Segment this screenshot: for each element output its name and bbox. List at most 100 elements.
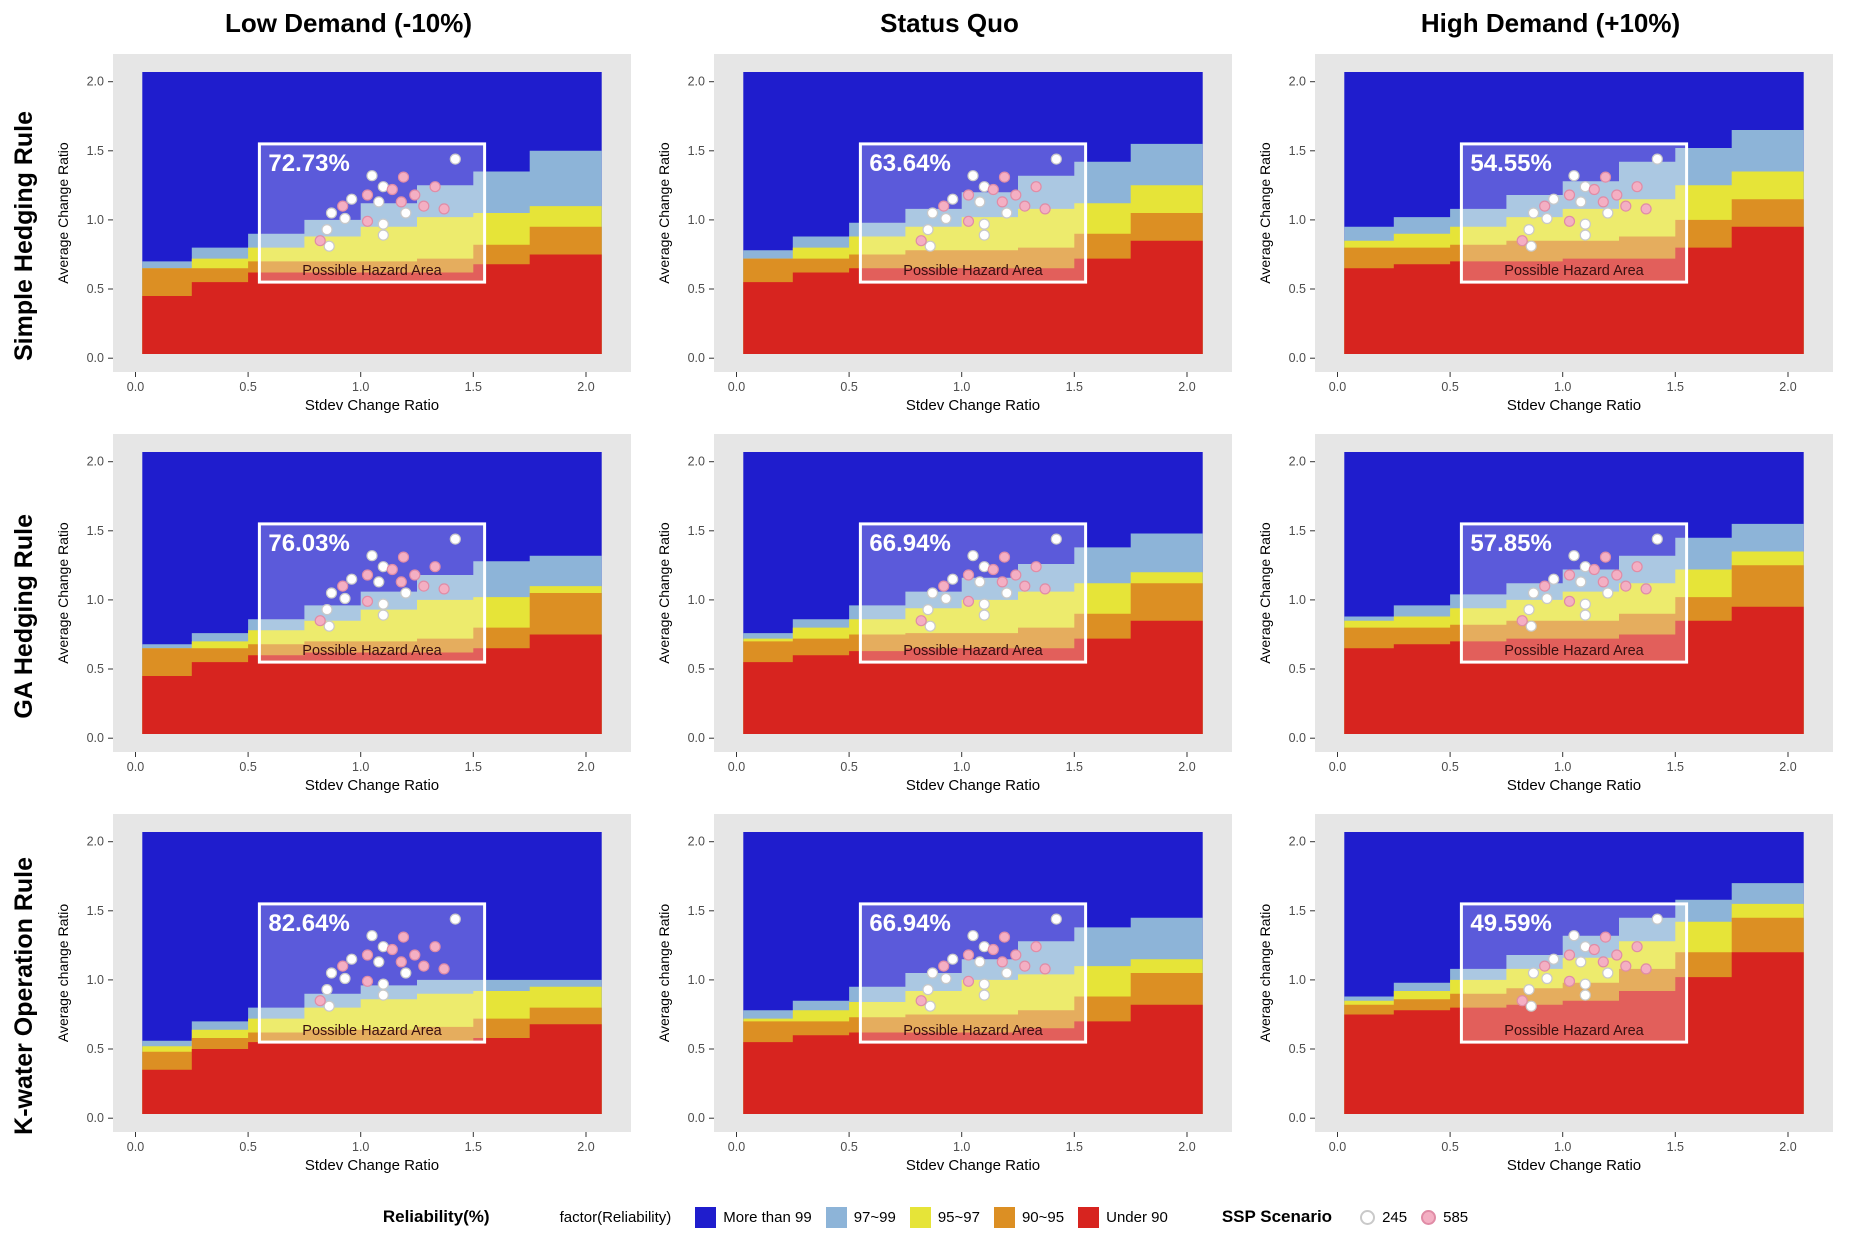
ssp245-point xyxy=(1540,592,1553,605)
ssp245-point xyxy=(939,592,952,605)
x-axis-title: Stdev Change Ratio xyxy=(1506,777,1640,794)
ssp585-point xyxy=(361,189,373,201)
y-tick-label: 0.0 xyxy=(1288,731,1305,745)
swatch-90-95 xyxy=(993,1206,1015,1228)
x-tick-label: 0.5 xyxy=(239,760,256,774)
ssp245-point xyxy=(1525,240,1537,252)
ssp585-point xyxy=(1039,963,1051,975)
y-tick-label: 0.0 xyxy=(687,1111,704,1125)
legend: Reliability(%) factor(Reliability) More … xyxy=(0,1186,1851,1248)
legend-label-under-90: Under 90 xyxy=(1106,1208,1168,1226)
y-tick-label: 0.5 xyxy=(1288,282,1305,296)
ssp245-point xyxy=(320,984,333,996)
y-tick-label: 0.5 xyxy=(1288,662,1305,676)
hazard-area-label: Possible Hazard Area xyxy=(1504,1023,1644,1039)
x-tick-label: 1.0 xyxy=(1554,760,1571,774)
ssp585-point xyxy=(361,975,373,987)
y-axis-title: Average Change Ratio xyxy=(656,142,672,284)
hazard-area-label: Possible Hazard Area xyxy=(903,263,1043,279)
ssp585-point xyxy=(937,960,949,972)
col-title-high-demand: High Demand (+10%) xyxy=(1420,7,1681,38)
ssp585-point xyxy=(998,551,1010,563)
ssp585-point xyxy=(314,995,326,1007)
x-axis-title: Stdev Change Ratio xyxy=(304,777,438,794)
ssp245-point xyxy=(372,956,384,968)
ssp585-point xyxy=(438,583,450,595)
hazard-area-box xyxy=(257,522,486,664)
ssp245-point xyxy=(1522,604,1535,616)
hazard-area-box xyxy=(1459,522,1688,664)
hazard-area-label: Possible Hazard Area xyxy=(302,263,442,279)
ssp245-point xyxy=(966,550,979,562)
ssp585-point xyxy=(962,595,974,607)
ssp245-point xyxy=(1527,967,1539,979)
x-axis-title: Stdev Change Ratio xyxy=(1506,397,1640,414)
y-tick-label: 1.0 xyxy=(86,593,103,607)
ssp245-point xyxy=(1050,533,1062,545)
hazard-area-label: Possible Hazard Area xyxy=(1504,643,1644,659)
ssp585-point xyxy=(962,975,974,987)
row-label-ga-hedging: GA Hedging Rule xyxy=(0,426,48,806)
ssp245-point xyxy=(320,604,333,616)
ssp585-point xyxy=(1030,561,1042,573)
ssp585-point xyxy=(1599,171,1611,183)
ssp245-point xyxy=(921,604,934,616)
ssp245-point xyxy=(939,212,952,225)
ssp585-point xyxy=(998,931,1010,943)
ssp245-point xyxy=(1567,550,1580,562)
hazard-area-box xyxy=(257,902,486,1044)
panel-chart: 76.03% Possible Hazard Area 0.0 0.5 1.0 1.5 2.… xyxy=(55,434,631,794)
y-axis-title: Average change Ratio xyxy=(656,904,672,1042)
ssp245-point xyxy=(1579,978,1591,990)
ssp245-point xyxy=(325,967,337,979)
ssp585-point xyxy=(336,960,348,972)
row-label-text: GA Hedging Rule xyxy=(9,513,38,719)
x-tick-label: 2.0 xyxy=(577,380,594,394)
x-tick-label: 2.0 xyxy=(1178,760,1195,774)
ssp245-point xyxy=(377,229,389,241)
y-tick-label: 2.0 xyxy=(1288,455,1305,469)
ssp245-point xyxy=(978,978,990,990)
ssp245-point xyxy=(1050,913,1062,925)
hazard-area-box xyxy=(858,142,1087,284)
ssp245-point xyxy=(1540,972,1553,985)
y-axis-title: Average change Ratio xyxy=(55,904,71,1042)
y-tick-label: 1.5 xyxy=(86,524,103,538)
x-tick-label: 0.5 xyxy=(239,380,256,394)
x-tick-label: 2.0 xyxy=(1779,760,1796,774)
ssp245-point xyxy=(1601,207,1613,219)
legend-item-under-90: Under 90 xyxy=(1078,1206,1168,1228)
y-axis-title: Average Change Ratio xyxy=(1257,142,1273,284)
panel-chart: 63.64% Possible Hazard Area 0.0 0.5 1.0 1.5 2.… xyxy=(656,54,1232,414)
x-tick-label: 1.0 xyxy=(352,380,369,394)
ssp245-point xyxy=(1601,967,1613,979)
hazard-area-label: Possible Hazard Area xyxy=(302,1023,442,1039)
hazard-percentage: 66.94% xyxy=(869,530,950,557)
y-tick-label: 0.0 xyxy=(86,1111,103,1125)
ssp245-point xyxy=(449,153,461,165)
ssp585-point xyxy=(408,569,420,581)
x-tick-label: 0.0 xyxy=(126,380,143,394)
ssp585-point xyxy=(1563,569,1575,581)
ssp585-point xyxy=(429,561,441,573)
x-tick-label: 0.0 xyxy=(1328,760,1345,774)
x-tick-label: 1.5 xyxy=(464,1140,481,1154)
x-tick-label: 1.0 xyxy=(953,380,970,394)
ssp245-point xyxy=(365,170,378,182)
ssp245-point xyxy=(1525,1000,1537,1012)
ssp585-point xyxy=(1588,563,1600,576)
ssp585-point xyxy=(962,215,974,227)
hazard-percentage: 49.59% xyxy=(1470,910,1551,937)
ssp585-point xyxy=(1516,235,1528,247)
ssp585-point xyxy=(361,569,373,581)
hazard-area-label: Possible Hazard Area xyxy=(903,1023,1043,1039)
ssp245-point xyxy=(921,224,934,236)
swatch-under-90 xyxy=(1078,1206,1100,1228)
x-tick-label: 0.5 xyxy=(239,1140,256,1154)
x-tick-label: 0.0 xyxy=(126,1140,143,1154)
ssp585-point xyxy=(1009,949,1021,961)
ssp245-point xyxy=(926,967,938,979)
y-tick-label: 0.5 xyxy=(687,282,704,296)
ssp245-point xyxy=(377,598,389,610)
swatch-95-97 xyxy=(909,1206,931,1228)
